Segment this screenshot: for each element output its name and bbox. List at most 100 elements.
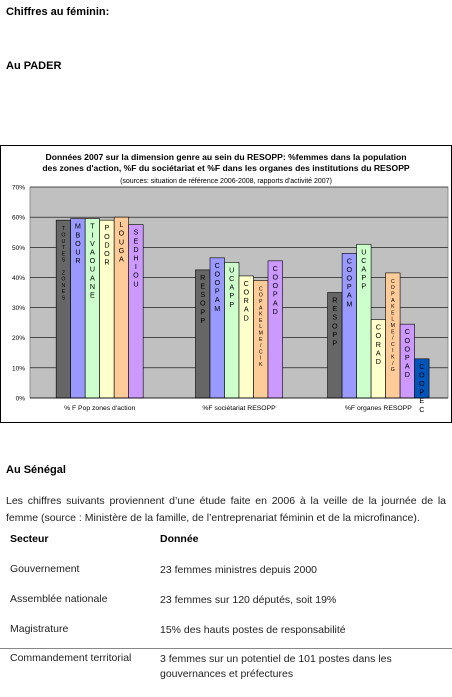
- bar-label-letter: P: [361, 282, 366, 291]
- x-group-label: % F Pop zones d'action: [64, 405, 135, 412]
- bar-label-letter: I: [260, 356, 261, 362]
- bar-label-letter: E: [62, 251, 66, 257]
- bar-label-letter: O: [104, 249, 110, 258]
- y-tick-label: 40%: [12, 275, 25, 282]
- bar-label-letter: M: [346, 299, 352, 308]
- bar-label-letter: O: [419, 370, 425, 379]
- bar-label-letter: E: [90, 290, 95, 299]
- bar-label-letter: O: [119, 229, 125, 238]
- bar-label-letter: P: [391, 292, 395, 298]
- bar-label-letter: O: [200, 299, 206, 308]
- bar-label-letter: E: [332, 304, 337, 313]
- table-row-2-secteur: Assemblée nationale: [10, 593, 108, 605]
- bar-label-letter: D: [273, 307, 278, 316]
- bar-label-letter: O: [243, 288, 249, 297]
- y-tick-label: 0%: [16, 396, 26, 403]
- table-divider: [0, 648, 452, 649]
- bar-label-letter: S: [62, 295, 66, 301]
- bar-label-letter: P: [332, 339, 337, 348]
- bar-label-letter: C: [229, 274, 234, 283]
- bar-label-letter: K: [259, 312, 263, 318]
- bar-label-letter: P: [361, 273, 366, 282]
- bar-label-letter: P: [405, 353, 410, 362]
- bar-label-letter: G: [119, 246, 125, 255]
- bar-label-letter: U: [229, 265, 234, 274]
- table-row-1-donnee: 23 femmes ministres depuis 2000: [160, 564, 317, 576]
- bar-label-letter: C: [376, 323, 381, 332]
- bar-label-letter: O: [405, 344, 411, 353]
- bar-label-letter: P: [215, 287, 220, 296]
- bar-label-letter: C: [259, 286, 263, 292]
- bar-label-letter: A: [376, 348, 381, 357]
- bar-label-letter: O: [405, 336, 411, 345]
- bar-label-letter: R: [75, 256, 80, 265]
- bar-label-letter: V: [90, 239, 95, 248]
- bar-label-letter: E: [391, 310, 395, 316]
- bar-label-letter: D: [376, 357, 381, 366]
- heading-senegal: Au Sénégal: [6, 464, 66, 476]
- table-header-donnee: Donnée: [160, 533, 199, 545]
- y-tick-label: 60%: [12, 215, 25, 222]
- bar-label-letter: D: [244, 313, 249, 322]
- bar-label-letter: A: [90, 247, 95, 256]
- table-row-4-donnee: 3 femmes sur un potentiel de 101 postes …: [160, 653, 392, 680]
- bar-label-letter: E: [391, 329, 395, 335]
- bar-label-letter: O: [332, 321, 338, 330]
- bar-label-letter: E: [259, 318, 263, 324]
- bar-label-letter: D: [405, 370, 410, 379]
- bar-label-letter: P: [229, 291, 234, 300]
- bar-label-letter: H: [133, 253, 138, 262]
- bar-label-letter: A: [259, 305, 263, 311]
- x-group-label: %F organes RESOPP: [345, 405, 412, 412]
- bar-label-letter: U: [361, 247, 366, 256]
- bar-label-letter: K: [391, 304, 395, 310]
- bar-label-letter: O: [75, 239, 81, 248]
- bar-label-letter: C: [391, 279, 395, 285]
- bar-label-letter: I: [392, 348, 393, 354]
- bar-label-letter: O: [90, 256, 96, 265]
- bar-label-letter: P: [332, 330, 337, 339]
- bar-label-letter: T: [62, 226, 66, 232]
- bar-label-letter: S: [200, 290, 205, 299]
- bar-label-letter: /: [260, 343, 262, 349]
- bar-label-letter: A: [244, 305, 249, 314]
- bar-label-letter: S: [332, 313, 337, 322]
- bar-label-letter: C: [419, 362, 424, 371]
- chart-title-line-1: Données 2007 sur la dimension genre au s…: [45, 152, 407, 162]
- bar-label-letter: O: [61, 277, 65, 283]
- y-tick-label: 10%: [12, 365, 25, 372]
- x-group-label: %F sociétariat RESOPP: [202, 405, 276, 412]
- bar-label-letter: O: [133, 271, 139, 280]
- bar-label-letter: Z: [62, 270, 65, 276]
- table-header-secteur: Secteur: [10, 533, 49, 545]
- bar-label-letter: O: [391, 285, 395, 291]
- bar-label-letter: C: [361, 256, 366, 265]
- bar-label-letter: O: [272, 272, 278, 281]
- bar-label-letter: C: [405, 327, 410, 336]
- table-row-4-secteur: Commandement territorial: [10, 652, 132, 664]
- bar-label-letter: K: [259, 362, 263, 368]
- table-row-3-donnee: 15% des hauts postes de responsabilité: [160, 624, 346, 636]
- bar-label-letter: L: [259, 324, 262, 330]
- bar-label-letter: L: [119, 220, 123, 229]
- bar-label-letter: /: [392, 336, 394, 342]
- bar-label-letter: A: [119, 255, 124, 264]
- bar-label-letter: I: [135, 262, 137, 271]
- y-tick-label: 20%: [12, 335, 25, 342]
- bar-label-letter: O: [104, 232, 110, 241]
- bar-label-letter: R: [376, 340, 381, 349]
- heading-pader: Au PADER: [6, 60, 62, 72]
- chart-subtitle: (sources: situation de référence 2006-20…: [120, 178, 332, 185]
- bar-label-letter: A: [361, 264, 366, 273]
- table-row-3-secteur: Magistrature: [10, 623, 69, 635]
- bar-label-letter: O: [376, 331, 382, 340]
- bar-label-letter: O: [419, 379, 425, 388]
- bar-label-letter: P: [347, 282, 352, 291]
- bar-label-letter: K: [391, 355, 395, 361]
- table-row-1-secteur: Gouvernement: [10, 563, 80, 575]
- bar-label-letter: A: [347, 291, 352, 300]
- bar-label-letter: A: [215, 295, 220, 304]
- bar-label-letter: M: [214, 304, 220, 313]
- bar-label-letter: A: [391, 298, 395, 304]
- bar-label-letter: T: [90, 222, 95, 231]
